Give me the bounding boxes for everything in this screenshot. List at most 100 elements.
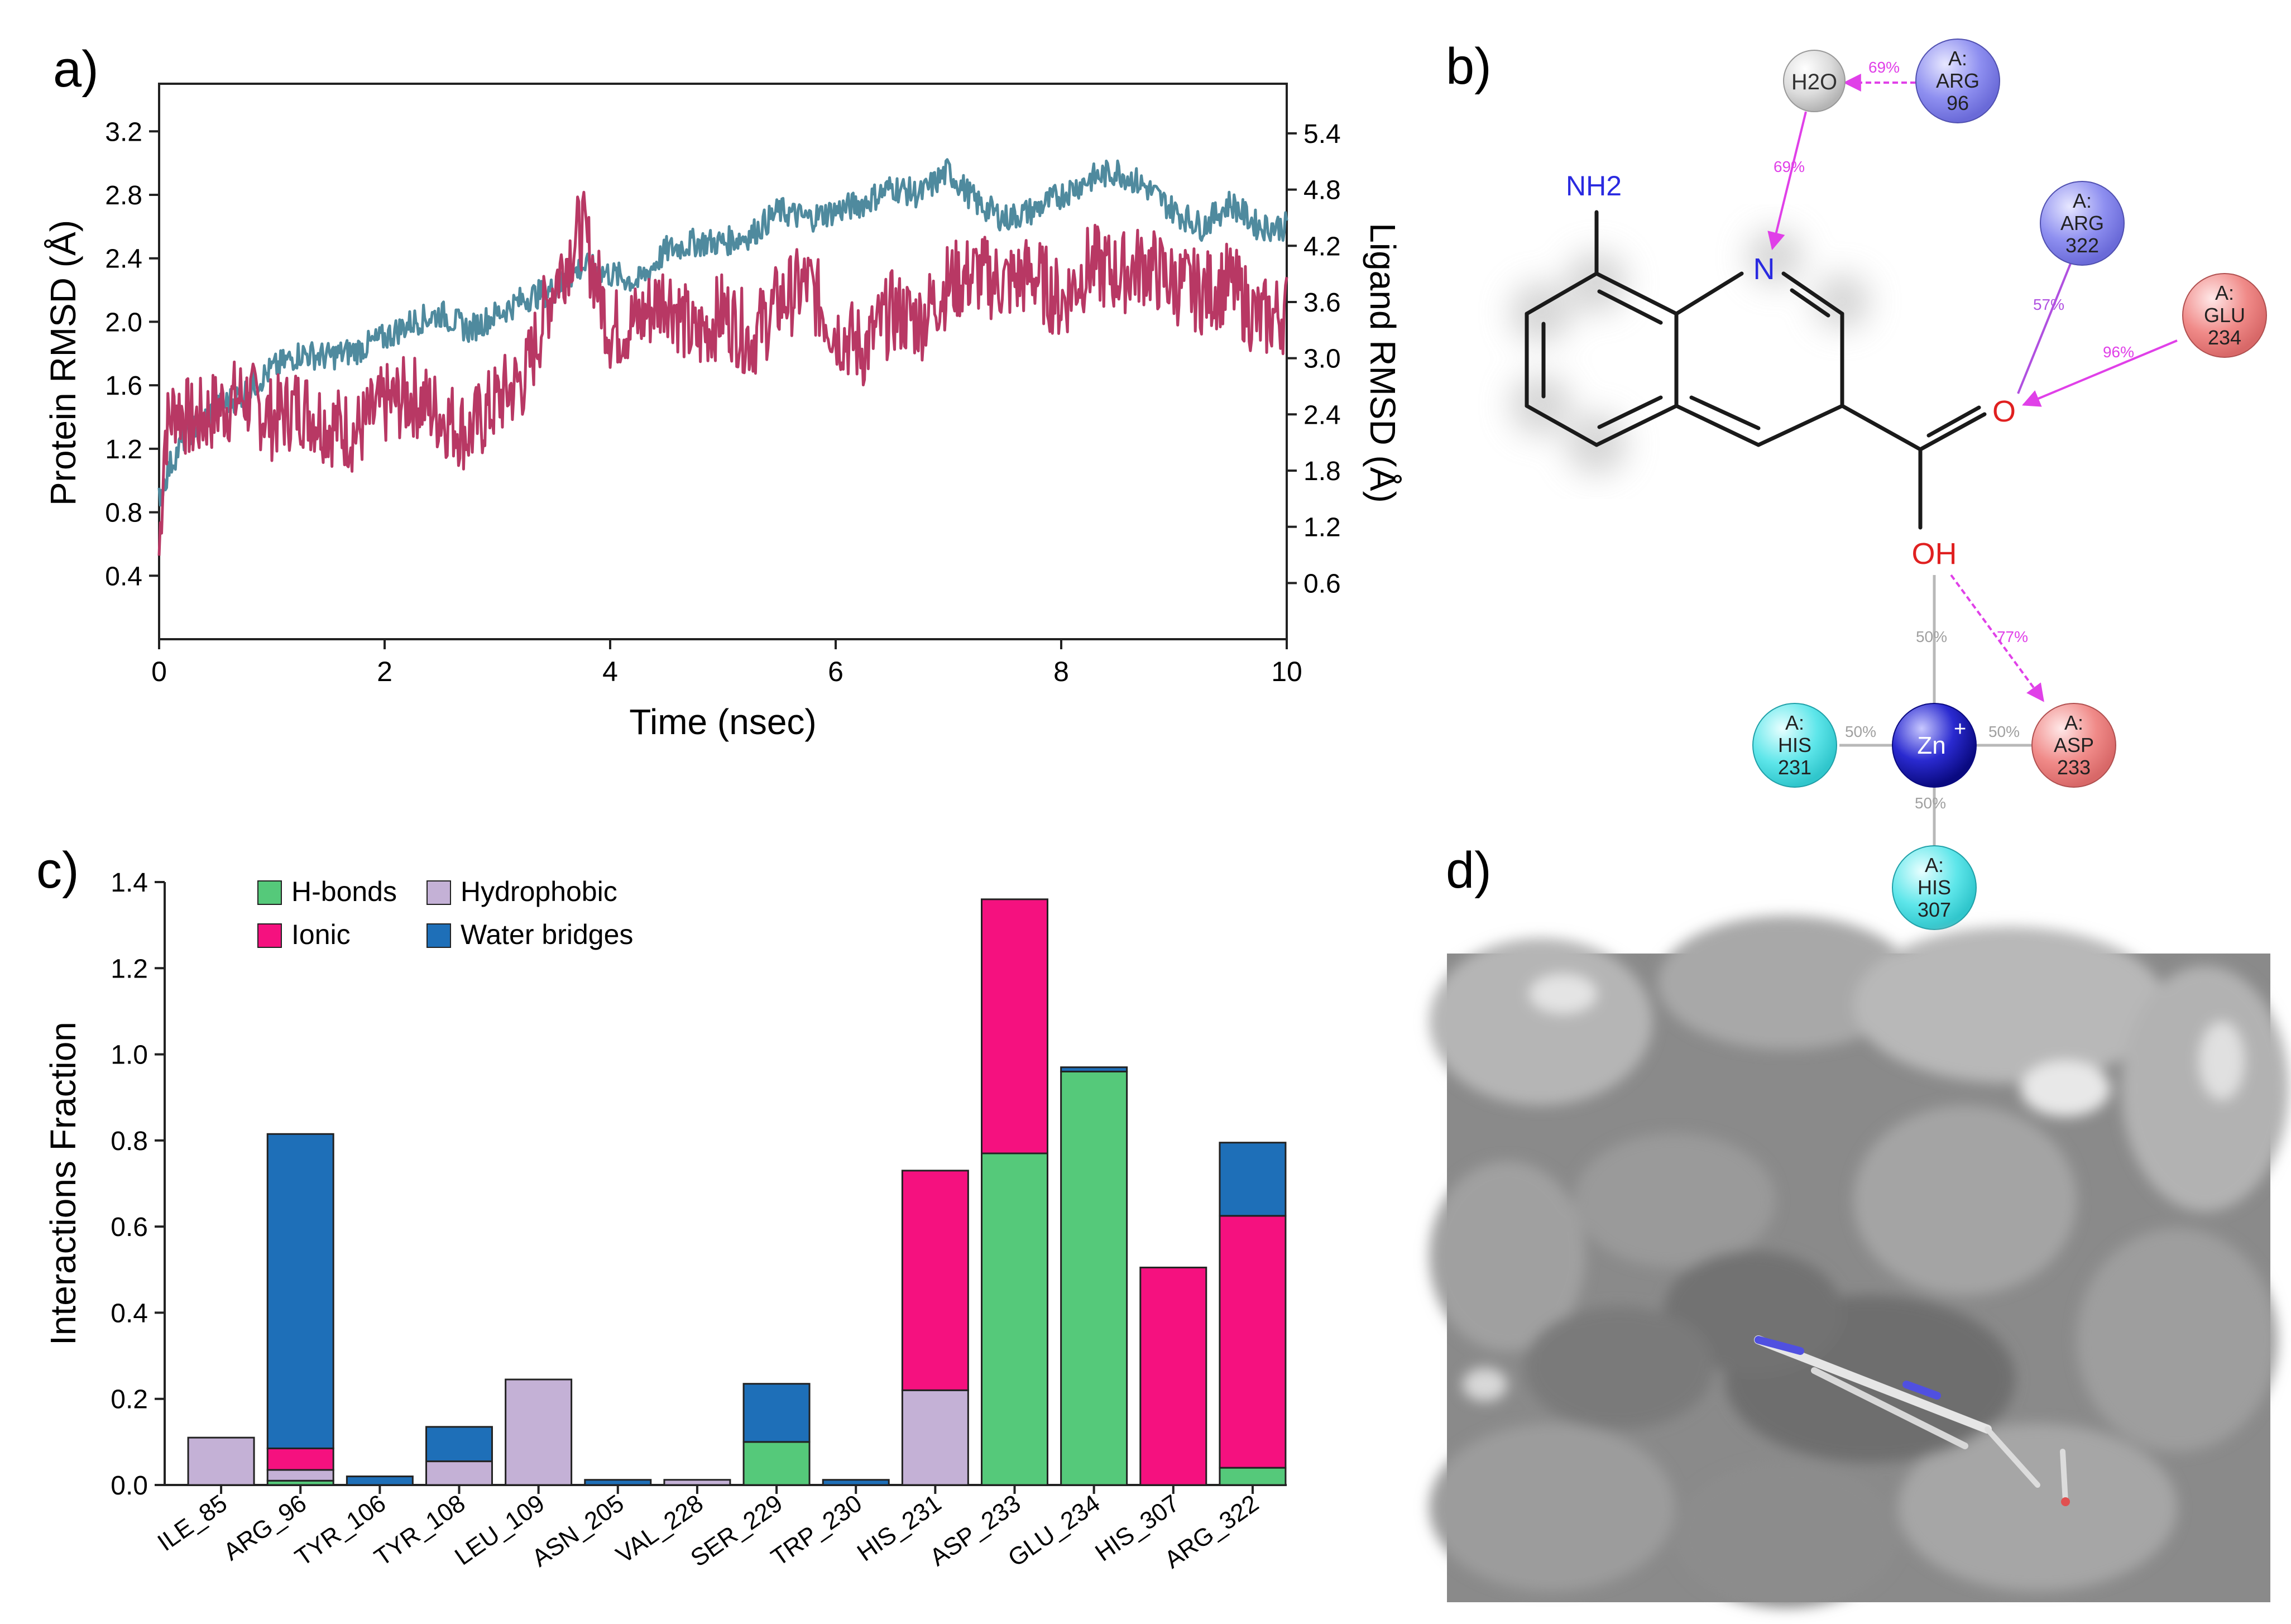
bar-segment-hydrophobic: [901, 1389, 969, 1486]
bar-segment-ionic: [266, 1447, 334, 1471]
residue-number: 234: [2208, 326, 2241, 349]
bar-segment-water-bridges: [822, 1479, 890, 1486]
residue-chain: A:: [2064, 711, 2083, 734]
x-tick-label: TYR_108: [370, 1489, 470, 1572]
legend-swatch-water-bridges: [426, 923, 451, 948]
y-tick-label: 1.2: [105, 435, 142, 464]
x-tick-label: 4: [602, 656, 618, 687]
protein-surface-render: [1429, 916, 2289, 1608]
x-tick-label: 0: [151, 656, 167, 687]
bar-legend: H-bonds Hydrophobic Ionic Water bridges: [257, 876, 633, 950]
hydroxyl-label: OH: [1912, 537, 1957, 571]
legend-label-hbonds: H-bonds: [291, 876, 397, 907]
bar-segment-h-bonds: [1060, 1070, 1128, 1486]
bar-series: [187, 898, 1287, 1486]
bar-segment-water-bridges: [584, 1479, 652, 1486]
rmsd-axes: 0 2 4 6 8 10 0.4 0.8 1.2 1.6 2.0 2.4 2.8 3.2 0.6 1.2 1.8…: [105, 117, 1340, 687]
bar-segment-h-bonds: [981, 1152, 1048, 1486]
bar-segment-hydrophobic: [505, 1378, 573, 1486]
bar-segment-water-bridges: [266, 1133, 334, 1449]
ligand-rmsd-line: [157, 190, 1288, 556]
y2-tick-label: 5.4: [1303, 119, 1341, 149]
residue-chain: A:: [1948, 47, 1967, 70]
y2-tick-label: 1.2: [1303, 513, 1341, 543]
x-tick-label: 10: [1271, 656, 1302, 687]
rmsd-chart: a) 0 2 4 6 8 10 0.4 0.8 1.2 1.6 2.0 2.4 2.8 3.2 0.6 1.2…: [43, 41, 1403, 742]
y-tick-label: 1.4: [111, 868, 148, 898]
residue-chain: A:: [1785, 711, 1804, 734]
bar-segment-ionic: [981, 898, 1048, 1154]
y-tick-label: 0.8: [105, 499, 142, 528]
pct-arg322-o: 57%: [2033, 296, 2064, 313]
residue-name: ASP: [2054, 734, 2094, 756]
residue-name: ARG: [2060, 212, 2104, 234]
y2-tick-label: 2.4: [1303, 400, 1341, 430]
residue-arg322: A: ARG 322: [2040, 181, 2125, 266]
panel-label-d: d): [1446, 842, 1492, 899]
residue-number: 231: [1778, 756, 1811, 779]
residue-name: HIS: [1778, 734, 1811, 756]
interactions-bar-chart: c) 0.00.20.40.60.81.01.21.4ILE_85ARG_96T…: [36, 842, 1287, 1574]
bar-segment-ionic: [901, 1170, 969, 1391]
y-tick-label: 2.8: [105, 181, 142, 210]
y-tick-label: 0.6: [111, 1213, 148, 1242]
legend-label-water-bridges: Water bridges: [461, 919, 633, 950]
bar-y-axis-label: Interactions Fraction: [43, 1022, 83, 1345]
pct-water-arg96: 69%: [1868, 59, 1900, 76]
y-tick-label: 2.4: [105, 245, 142, 274]
arg322-o-hbond: [2017, 248, 2078, 394]
y-tick-label: 0.4: [105, 562, 142, 591]
carbonyl-oxygen-label: O: [1992, 395, 2016, 428]
pct-oh-asp233: 77%: [1997, 628, 2028, 645]
residue-chain: A:: [2215, 281, 2234, 304]
x-tick-label: TYR_106: [290, 1489, 391, 1572]
bar-segment-hydrophobic: [663, 1479, 731, 1486]
docked-ligand-sticks: [1754, 1335, 2070, 1506]
bar-segment-water-bridges: [1219, 1142, 1287, 1217]
y2-tick-label: 4.8: [1303, 176, 1341, 205]
x-tick-label: 2: [377, 656, 392, 687]
ligand-skeleton: [1525, 210, 1987, 530]
interaction-lines: [1767, 74, 2178, 849]
residue-his231: A: HIS 231: [1752, 703, 1837, 788]
legend-label-ionic: Ionic: [291, 919, 351, 950]
zinc-label: Zn: [1917, 732, 1945, 759]
zinc-node: Zn +: [1892, 703, 1977, 788]
y-tick-label: 0.0: [111, 1471, 148, 1501]
legend-swatch-hbonds: [257, 880, 282, 905]
residue-arg96: A: ARG 96: [1915, 39, 2000, 123]
bar-segment-water-bridges: [742, 1383, 811, 1443]
pct-zn-his307: 50%: [1915, 794, 1946, 812]
residue-name: ARG: [1936, 69, 1980, 92]
zinc-charge: +: [1954, 717, 1966, 741]
y-tick-label: 1.2: [111, 954, 148, 984]
panel-label-a: a): [53, 41, 99, 98]
residue-his307: A: HIS 307: [1892, 845, 1977, 930]
residue-number: 233: [2057, 756, 2091, 779]
y-tick-label: 1.0: [111, 1041, 148, 1070]
x-tick-label: 8: [1053, 656, 1069, 687]
bar-segment-hydrophobic: [425, 1460, 493, 1486]
panel-label-c: c): [36, 842, 79, 899]
ring-nitrogen-label: N: [1753, 252, 1775, 286]
residue-number: 322: [2065, 234, 2099, 257]
bar-segment-water-bridges: [1060, 1066, 1128, 1072]
y2-tick-label: 4.2: [1303, 232, 1341, 261]
y2-tick-label: 0.6: [1303, 569, 1341, 598]
bar-segment-ionic: [1219, 1215, 1287, 1469]
bar-segment-h-bonds: [742, 1441, 811, 1486]
y2-tick-label: 3.6: [1303, 288, 1341, 318]
bar-segment-hydrophobic: [187, 1436, 255, 1486]
y2-tick-label: 3.0: [1303, 344, 1341, 374]
y-tick-label: 3.2: [105, 117, 142, 147]
residue-chain: A:: [1925, 854, 1944, 876]
y2-tick-label: 1.8: [1303, 457, 1341, 486]
legend-swatch-ionic: [257, 923, 282, 948]
solvent-exposure-halos: [1510, 229, 1870, 475]
water-label: H2O: [1791, 70, 1837, 94]
water-n-hbond: [1767, 111, 1807, 251]
interaction-diagram: b): [1446, 38, 2267, 930]
glu234-o-hbond: [2022, 339, 2178, 407]
x-tick-label: TRP_230: [766, 1489, 867, 1572]
residue-glu234: A: GLU 234: [2182, 273, 2267, 358]
